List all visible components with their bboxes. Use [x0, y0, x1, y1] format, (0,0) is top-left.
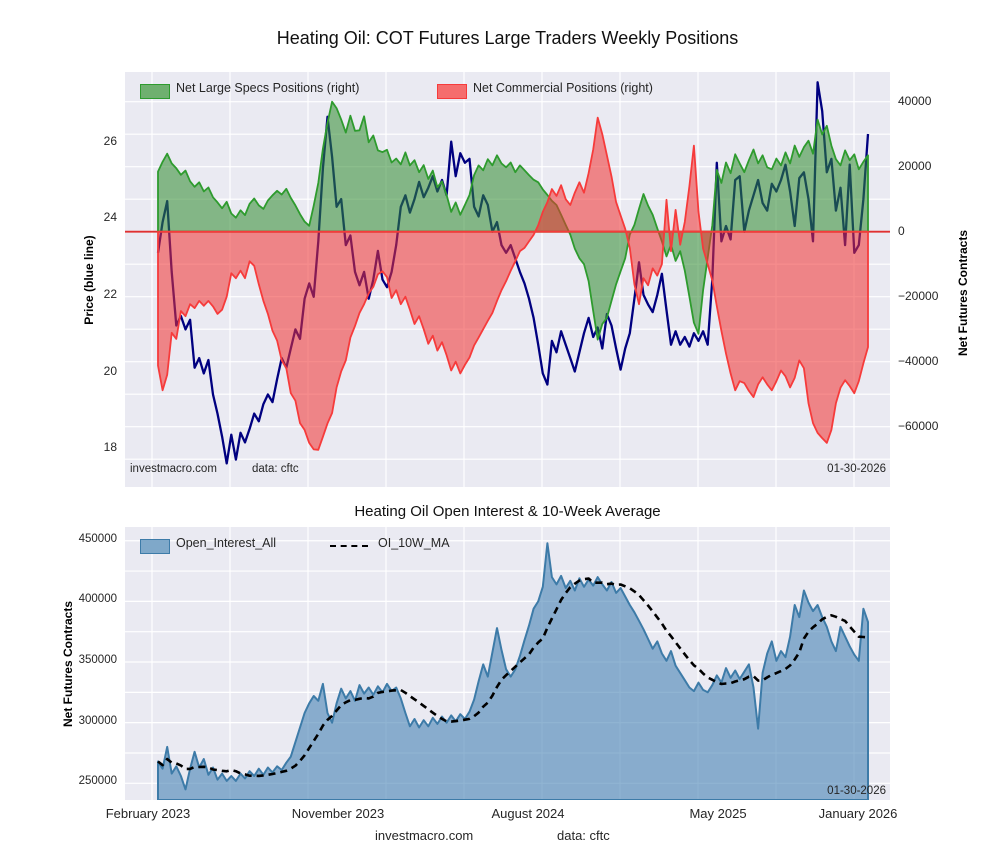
x-tick-label: November 2023 [291, 806, 385, 821]
footer-source: data: cftc [557, 828, 610, 843]
top-right-tick-label: −40000 [898, 354, 939, 368]
legend-label-ma: OI_10W_MA [378, 536, 450, 550]
legend-label-specs: Net Large Specs Positions (right) [176, 81, 360, 95]
top-chart-title: Heating Oil: COT Futures Large Traders W… [276, 28, 739, 48]
top-date-stamp: 01-30-2026 [827, 463, 886, 475]
x-tick-label: January 2026 [818, 806, 898, 821]
legend-label-commercials: Net Commercial Positions (right) [473, 81, 653, 95]
legend-swatch-commercials [437, 84, 467, 99]
legend-label-open-interest: Open_Interest_All [176, 536, 277, 550]
top-right-axis-label: Net Futures Contracts [956, 229, 970, 357]
bottom-date-stamp: 01-30-2026 [827, 785, 886, 797]
bottom-left-tick-label: 450000 [78, 533, 117, 545]
top-right-tick-label: 40000 [898, 94, 932, 108]
x-tick-label: August 2024 [491, 806, 565, 821]
top-left-axis-label: Price (blue line) [82, 235, 96, 325]
top-right-tick-label: 20000 [898, 159, 932, 173]
x-tick-label: February 2023 [105, 806, 191, 821]
top-right-tick-label: 0 [898, 224, 905, 238]
top-source: data: cftc [252, 463, 299, 475]
top-left-tick-label: 26 [103, 134, 117, 148]
bottom-left-tick-label: 300000 [78, 715, 117, 727]
x-tick-label: May 2025 [689, 806, 747, 821]
top-left-tick-label: 22 [103, 287, 117, 301]
top-left-tick-label: 24 [103, 210, 117, 224]
bottom-left-tick-label: 400000 [78, 593, 117, 605]
bottom-left-tick-label: 250000 [78, 775, 117, 787]
top-left-tick-label: 18 [103, 440, 117, 454]
top-left-tick-label: 20 [103, 364, 117, 378]
top-watermark: investmacro.com [130, 463, 217, 475]
footer-watermark: investmacro.com [375, 828, 474, 843]
bottom-chart-title: Heating Oil Open Interest & 10-Week Aver… [354, 503, 661, 520]
top-right-tick-label: −60000 [898, 419, 939, 433]
bottom-left-tick-label: 350000 [78, 654, 117, 666]
top-right-tick-label: −20000 [898, 289, 939, 303]
legend-dash-sample-ma [330, 545, 368, 547]
legend-swatch-specs [140, 84, 170, 99]
legend-swatch-open-interest [140, 539, 170, 554]
